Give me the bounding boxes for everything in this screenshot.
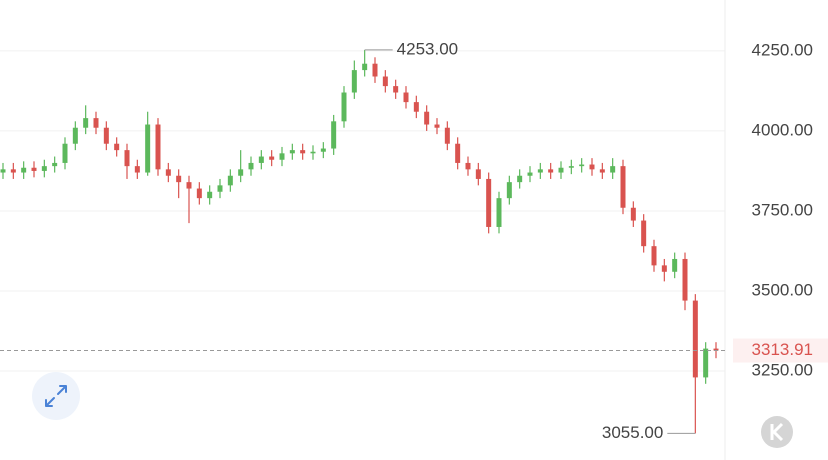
candle-body	[62, 143, 68, 163]
candle-body	[692, 300, 698, 378]
candle-body	[331, 121, 337, 149]
candle-body	[21, 167, 27, 173]
candle-body	[300, 150, 306, 154]
candle-body	[310, 151, 316, 154]
candle-body	[165, 169, 171, 176]
candle-body	[558, 167, 564, 173]
candle-body	[630, 207, 636, 221]
candle-body	[10, 169, 16, 173]
candle-body	[248, 162, 254, 170]
candle-body	[434, 124, 440, 128]
candle-body	[227, 175, 233, 186]
candle-body	[641, 220, 647, 247]
y-tick-label: 3250.00	[752, 360, 813, 379]
candle-body	[72, 127, 78, 144]
candle-body	[393, 86, 399, 93]
y-tick-label: 3750.00	[752, 200, 813, 219]
candle-body	[382, 76, 388, 87]
candle-body	[103, 127, 109, 144]
candle-body	[413, 102, 419, 112]
candle-body	[589, 164, 595, 170]
candle-body	[599, 169, 605, 173]
candle-body	[496, 198, 502, 227]
annotation-label: 3055.00	[602, 423, 663, 442]
candle-body	[444, 127, 450, 144]
candle-body	[134, 166, 140, 173]
y-tick-label: 4250.00	[752, 40, 813, 59]
candle-body	[424, 111, 430, 125]
candle-body	[610, 166, 616, 173]
candle-body	[475, 169, 481, 179]
candle-body	[145, 124, 151, 173]
candle-body	[506, 182, 512, 199]
candle-body	[579, 164, 585, 167]
candle-body	[661, 265, 667, 272]
candle-body	[651, 246, 657, 266]
candle-body	[31, 167, 37, 171]
candle-body	[41, 166, 47, 171]
candle-body	[238, 169, 244, 176]
candle-body	[52, 162, 58, 167]
candle-body	[341, 92, 347, 122]
last-price-label: 3313.91	[752, 340, 813, 359]
annotation-label: 4253.00	[397, 39, 458, 58]
candle-body	[279, 153, 285, 160]
candle-body	[93, 118, 99, 128]
candle-body	[713, 348, 719, 351]
candle-body	[455, 143, 461, 163]
candle-body	[289, 150, 295, 154]
candle-body	[258, 156, 264, 163]
candle-body	[362, 63, 368, 71]
candle-body	[486, 178, 492, 227]
candle-body	[351, 70, 357, 93]
candle-body	[517, 175, 523, 183]
candle-body	[620, 166, 626, 208]
candle-body	[196, 188, 202, 199]
candle-body	[703, 348, 709, 378]
candle-body	[83, 118, 89, 128]
k-button[interactable]	[761, 416, 793, 448]
candle-body	[186, 182, 192, 189]
candle-body	[217, 185, 223, 192]
candle-body	[320, 148, 326, 152]
candle-body	[0, 169, 6, 173]
candle-body	[114, 143, 120, 151]
candle-body	[465, 162, 471, 170]
candle-body	[537, 169, 543, 173]
candle-body	[682, 258, 688, 301]
candle-body	[568, 166, 574, 168]
candle-body	[269, 156, 275, 160]
candle-body	[155, 124, 161, 170]
candle-body	[403, 92, 409, 103]
expand-button[interactable]	[32, 372, 80, 420]
candle-body	[124, 150, 130, 167]
candle-body	[672, 258, 678, 272]
candle-body	[527, 172, 533, 176]
candle-body	[372, 63, 378, 77]
candle-body	[176, 175, 182, 183]
y-tick-label: 3500.00	[752, 280, 813, 299]
candle-body	[207, 191, 213, 199]
last-price-box	[733, 338, 828, 363]
candle-body	[548, 169, 554, 173]
y-tick-label: 4000.00	[752, 120, 813, 139]
